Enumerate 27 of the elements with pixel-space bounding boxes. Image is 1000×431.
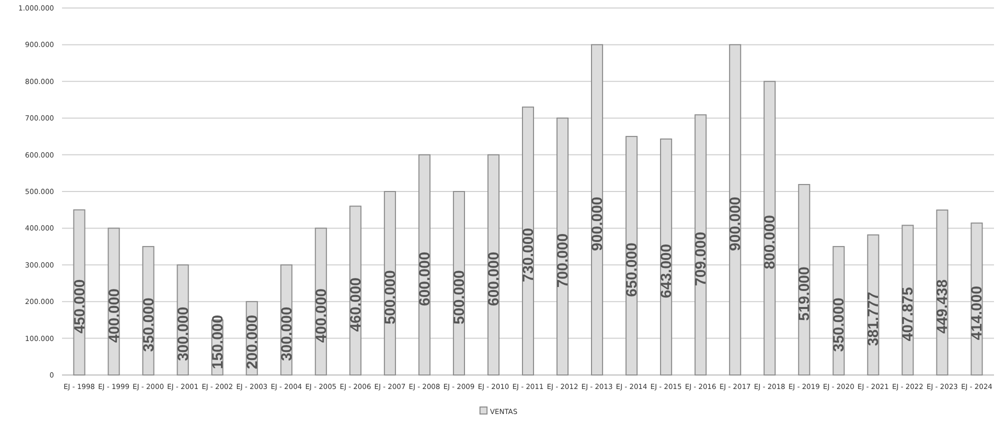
data-label: 460.000 — [347, 277, 364, 332]
data-label: 600.000 — [485, 252, 502, 306]
data-label: 414.000 — [968, 286, 986, 340]
data-label: 350.000 — [140, 298, 158, 352]
data-label: 381.777 — [865, 292, 882, 346]
data-label: 600.000 — [416, 252, 434, 306]
data-label: 519.000 — [796, 266, 814, 321]
data-label: 150.000 — [209, 314, 226, 370]
data-label: 200.000 — [244, 314, 261, 370]
data-label: 730.000 — [520, 228, 537, 282]
data-label: 350.000 — [830, 298, 848, 352]
data-label: 900.000 — [727, 196, 744, 251]
data-label: 450.000 — [71, 279, 88, 334]
data-label: 300.000 — [278, 306, 296, 362]
data-label: 900.000 — [589, 196, 606, 251]
data-label: 643.000 — [658, 244, 676, 298]
data-label: 449.438 — [934, 279, 952, 334]
data-label: 709.000 — [692, 232, 710, 286]
data-label: 800.000 — [762, 215, 779, 270]
data-label: 500.000 — [450, 270, 468, 324]
data-label: 650.000 — [624, 242, 641, 297]
data-label: 700.000 — [554, 233, 572, 288]
data-label: 400.000 — [106, 288, 123, 343]
data-label: 300.000 — [174, 306, 192, 362]
data-label: 400.000 — [312, 288, 330, 343]
data-label: 407.875 — [900, 287, 917, 342]
data-label: 500.000 — [382, 270, 399, 324]
